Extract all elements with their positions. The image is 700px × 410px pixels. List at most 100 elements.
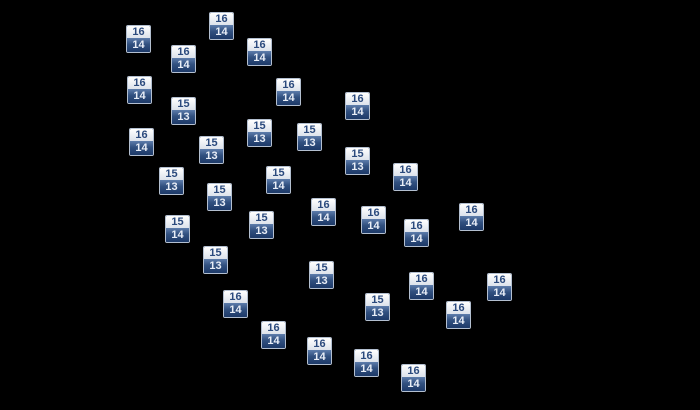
badge-bottom-value: 14 bbox=[128, 89, 151, 103]
score-badge[interactable]: 16 14 bbox=[311, 198, 336, 226]
badge-bottom-value: 13 bbox=[208, 196, 231, 210]
badge-bottom-value: 13 bbox=[204, 259, 227, 273]
badge-top-value: 15 bbox=[204, 247, 227, 259]
score-badge[interactable]: 16 14 bbox=[127, 76, 152, 104]
badge-bottom-value: 13 bbox=[172, 110, 195, 124]
badge-top-value: 16 bbox=[312, 199, 335, 211]
badge-top-value: 16 bbox=[410, 273, 433, 285]
badge-bottom-value: 13 bbox=[160, 180, 183, 194]
score-badge[interactable]: 16 14 bbox=[354, 349, 379, 377]
badge-bottom-value: 14 bbox=[402, 377, 425, 391]
badge-bottom-value: 13 bbox=[248, 132, 271, 146]
badge-top-value: 15 bbox=[200, 137, 223, 149]
badge-bottom-value: 14 bbox=[410, 285, 433, 299]
score-badge[interactable]: 16 14 bbox=[209, 12, 234, 40]
score-badge[interactable]: 15 13 bbox=[199, 136, 224, 164]
badge-bottom-value: 13 bbox=[310, 274, 333, 288]
score-badge[interactable]: 16 14 bbox=[361, 206, 386, 234]
badge-bottom-value: 14 bbox=[267, 179, 290, 193]
score-badge[interactable]: 15 13 bbox=[309, 261, 334, 289]
badge-bottom-value: 14 bbox=[460, 216, 483, 230]
badge-bottom-value: 13 bbox=[250, 224, 273, 238]
badge-top-value: 15 bbox=[250, 212, 273, 224]
badge-bottom-value: 14 bbox=[355, 362, 378, 376]
badge-top-value: 15 bbox=[248, 120, 271, 132]
score-badge[interactable]: 16 14 bbox=[126, 25, 151, 53]
badge-bottom-value: 13 bbox=[200, 149, 223, 163]
badge-top-value: 15 bbox=[160, 168, 183, 180]
badge-bottom-value: 14 bbox=[127, 38, 150, 52]
badge-top-value: 16 bbox=[308, 338, 331, 350]
badge-top-value: 16 bbox=[460, 204, 483, 216]
badge-top-value: 15 bbox=[267, 167, 290, 179]
score-badge[interactable]: 15 13 bbox=[171, 97, 196, 125]
badge-top-value: 16 bbox=[128, 77, 151, 89]
badge-top-value: 16 bbox=[394, 164, 417, 176]
badge-bottom-value: 14 bbox=[262, 334, 285, 348]
badge-top-value: 16 bbox=[355, 350, 378, 362]
score-badge[interactable]: 16 14 bbox=[307, 337, 332, 365]
badge-top-value: 16 bbox=[262, 322, 285, 334]
badge-bottom-value: 14 bbox=[172, 58, 195, 72]
badge-top-value: 16 bbox=[346, 93, 369, 105]
score-badge[interactable]: 15 14 bbox=[165, 215, 190, 243]
score-badge[interactable]: 16 14 bbox=[446, 301, 471, 329]
score-badge[interactable]: 15 13 bbox=[247, 119, 272, 147]
badge-bottom-value: 14 bbox=[210, 25, 233, 39]
score-badge[interactable]: 16 14 bbox=[409, 272, 434, 300]
badge-top-value: 16 bbox=[402, 365, 425, 377]
badge-top-value: 16 bbox=[447, 302, 470, 314]
badge-top-value: 16 bbox=[127, 26, 150, 38]
score-badge[interactable]: 15 13 bbox=[203, 246, 228, 274]
badge-bottom-value: 13 bbox=[346, 160, 369, 174]
badge-bottom-value: 14 bbox=[362, 219, 385, 233]
score-badge[interactable]: 16 14 bbox=[276, 78, 301, 106]
badge-bottom-value: 14 bbox=[488, 286, 511, 300]
badge-bottom-value: 14 bbox=[277, 91, 300, 105]
badge-top-value: 16 bbox=[405, 220, 428, 232]
badge-bottom-value: 14 bbox=[405, 232, 428, 246]
badge-bottom-value: 14 bbox=[312, 211, 335, 225]
badge-top-value: 16 bbox=[210, 13, 233, 25]
score-badge[interactable]: 16 14 bbox=[487, 273, 512, 301]
badge-top-value: 15 bbox=[172, 98, 195, 110]
score-badge[interactable]: 16 14 bbox=[247, 38, 272, 66]
score-badge[interactable]: 16 14 bbox=[171, 45, 196, 73]
score-badge[interactable]: 16 14 bbox=[459, 203, 484, 231]
badge-bottom-value: 14 bbox=[166, 228, 189, 242]
score-badge[interactable]: 16 14 bbox=[404, 219, 429, 247]
score-badge[interactable]: 15 13 bbox=[345, 147, 370, 175]
badge-bottom-value: 14 bbox=[394, 176, 417, 190]
score-badge[interactable]: 16 14 bbox=[223, 290, 248, 318]
score-badge[interactable]: 15 13 bbox=[207, 183, 232, 211]
score-badge[interactable]: 15 14 bbox=[266, 166, 291, 194]
badge-bottom-value: 14 bbox=[248, 51, 271, 65]
score-badge[interactable]: 15 13 bbox=[365, 293, 390, 321]
badge-top-value: 15 bbox=[166, 216, 189, 228]
score-badge[interactable]: 15 13 bbox=[159, 167, 184, 195]
badge-top-value: 15 bbox=[208, 184, 231, 196]
badge-bottom-value: 14 bbox=[224, 303, 247, 317]
badge-top-value: 15 bbox=[298, 124, 321, 136]
badge-bottom-value: 14 bbox=[130, 141, 153, 155]
badge-top-value: 15 bbox=[346, 148, 369, 160]
badge-bottom-value: 14 bbox=[308, 350, 331, 364]
score-badge[interactable]: 16 14 bbox=[393, 163, 418, 191]
badge-top-value: 16 bbox=[488, 274, 511, 286]
badge-top-value: 15 bbox=[310, 262, 333, 274]
badge-top-value: 15 bbox=[366, 294, 389, 306]
badge-top-value: 16 bbox=[130, 129, 153, 141]
score-badge[interactable]: 16 14 bbox=[261, 321, 286, 349]
badge-top-value: 16 bbox=[224, 291, 247, 303]
score-badge[interactable]: 16 14 bbox=[345, 92, 370, 120]
badge-top-value: 16 bbox=[277, 79, 300, 91]
score-badge[interactable]: 16 14 bbox=[401, 364, 426, 392]
badge-top-value: 16 bbox=[248, 39, 271, 51]
score-badge[interactable]: 15 13 bbox=[297, 123, 322, 151]
badge-bottom-value: 14 bbox=[447, 314, 470, 328]
score-badge[interactable]: 15 13 bbox=[249, 211, 274, 239]
score-badge[interactable]: 16 14 bbox=[129, 128, 154, 156]
badge-bottom-value: 14 bbox=[346, 105, 369, 119]
